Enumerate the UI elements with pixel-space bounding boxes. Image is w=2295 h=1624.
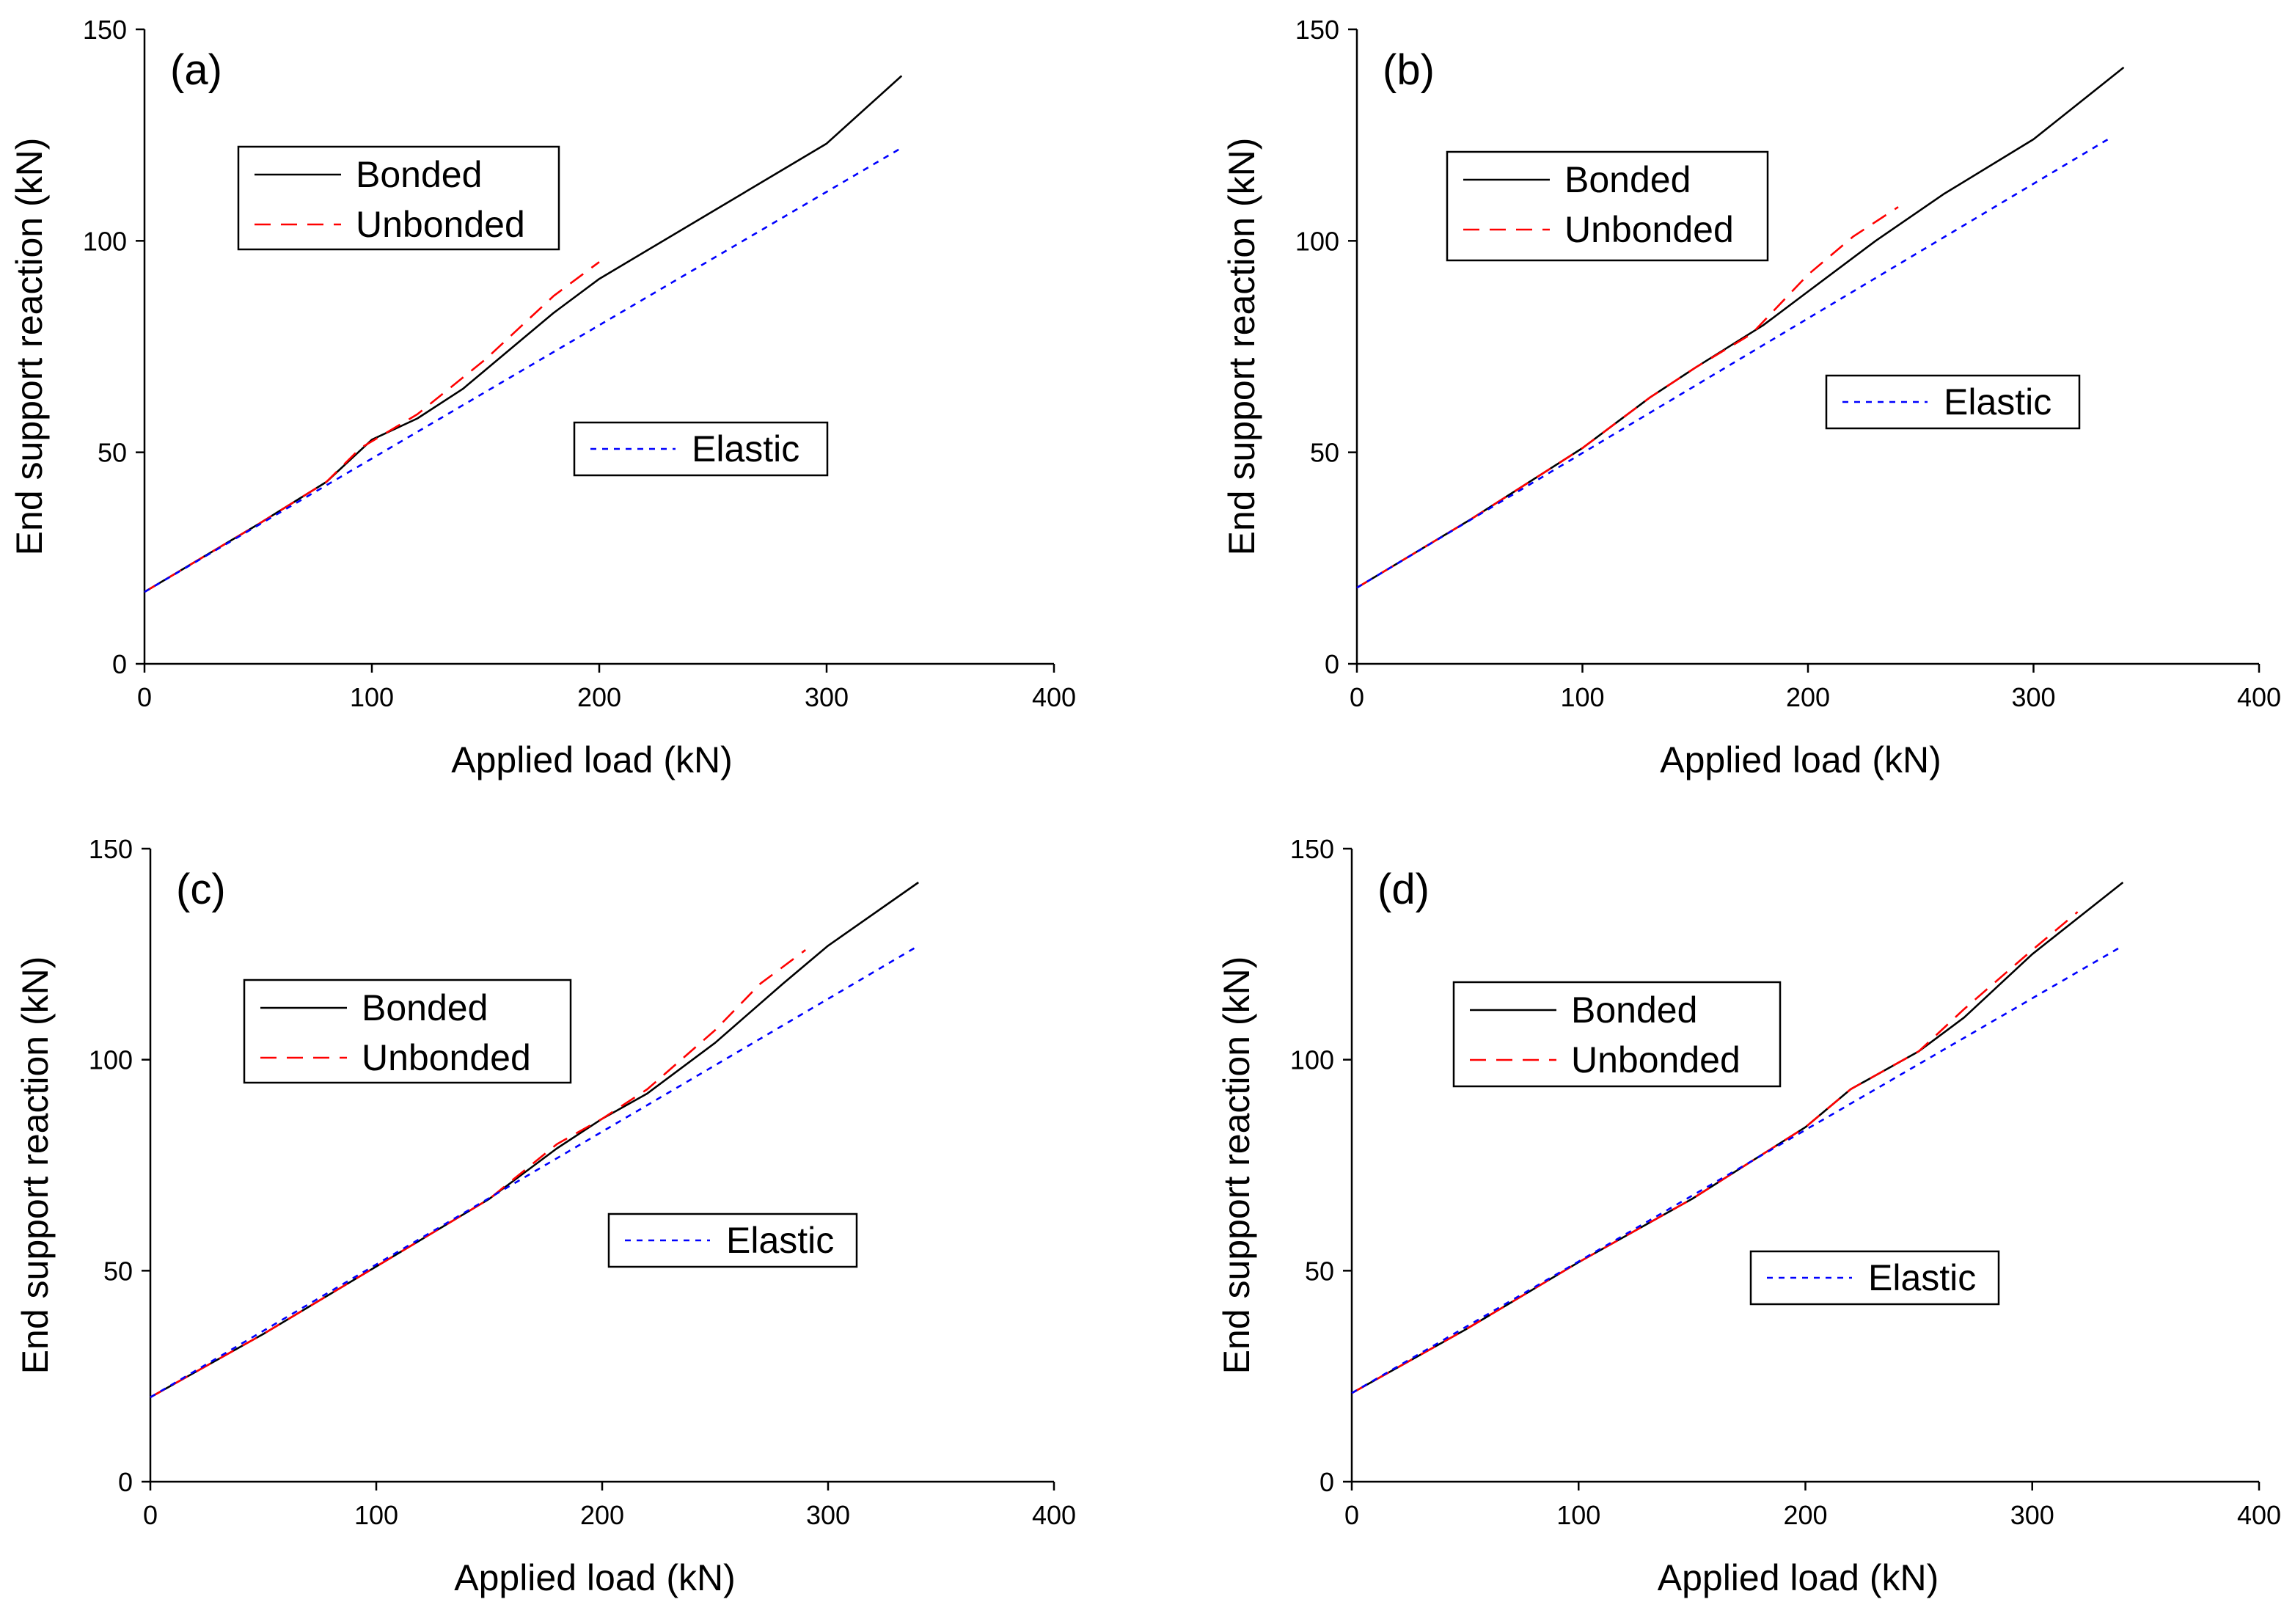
legend-primary: Bonded Unbonded [1446, 150, 1769, 262]
x-axis-title: Applied load (kN) [1660, 739, 1941, 780]
x-tick-label: 300 [805, 682, 849, 712]
legend-label: Unbonded [356, 204, 525, 245]
chart-panel: 0 100 200 300 400 0 50 100 150 Applied load (kN) E… [9, 15, 1076, 780]
x-tick-label: 0 [1350, 682, 1364, 712]
y-axis-title: End support reaction (kN) [9, 138, 50, 556]
x-tick-label: 400 [2237, 682, 2281, 712]
legend-label: Unbonded [1571, 1039, 1741, 1080]
x-tick-label: 200 [577, 682, 621, 712]
y-tick-label: 150 [1290, 834, 1334, 864]
y-tick-label: 0 [112, 649, 127, 679]
y-tick-label: 100 [89, 1045, 133, 1075]
panel-label: (c) [176, 866, 226, 913]
legend-secondary: Elastic [573, 421, 829, 477]
legend-primary: Bonded Unbonded [237, 145, 560, 251]
legend-primary: Bonded Unbonded [243, 979, 572, 1084]
chart-panel: 0 100 200 300 400 0 50 100 150 Applied load (kN) E… [1216, 834, 2281, 1598]
panel-label: (d) [1377, 866, 1430, 913]
y-tick-label: 100 [83, 226, 127, 256]
series-line-bonded [1351, 881, 2124, 1394]
y-tick-label: 150 [89, 834, 133, 864]
chart-panel: 0 100 200 300 400 0 50 100 150 Applied load (kN) E… [1221, 15, 2281, 780]
y-axis-title: End support reaction (kN) [15, 957, 56, 1375]
y-tick-label: 100 [1290, 1045, 1334, 1075]
x-tick-label: 400 [1032, 682, 1076, 712]
series-line-elastic [144, 147, 902, 593]
x-tick-label: 200 [1783, 1500, 1827, 1530]
x-tick-label: 0 [137, 682, 152, 712]
legend-box [237, 145, 560, 251]
y-tick-label: 50 [1310, 438, 1339, 468]
legend-label: Bonded [362, 987, 488, 1028]
series-line-elastic [150, 945, 919, 1399]
series-line-bonded [1356, 66, 2125, 589]
x-tick-label: 100 [1556, 1500, 1600, 1530]
x-tick-label: 0 [143, 1500, 158, 1530]
series-line-bonded [150, 881, 919, 1399]
legend-primary: Bonded Unbonded [1452, 981, 1782, 1088]
legend-box [1446, 150, 1769, 262]
legend-box [1452, 981, 1782, 1088]
legend-label: Elastic [726, 1220, 834, 1261]
y-tick-label: 100 [1295, 226, 1339, 256]
x-tick-label: 300 [806, 1500, 850, 1530]
legend-label: Elastic [692, 428, 799, 469]
legend-secondary: Elastic [1749, 1250, 2000, 1306]
legend-secondary: Elastic [607, 1212, 858, 1268]
x-tick-label: 400 [1032, 1500, 1076, 1530]
y-tick-label: 50 [98, 438, 127, 468]
x-tick-label: 300 [2011, 682, 2055, 712]
series-line-unbonded [1351, 911, 2079, 1394]
x-tick-label: 200 [1786, 682, 1830, 712]
legend-secondary: Elastic [1825, 374, 2081, 430]
legend-label: Unbonded [362, 1037, 531, 1078]
y-tick-label: 0 [1325, 649, 1339, 679]
panel-label: (b) [1383, 46, 1435, 94]
legend-label: Bonded [1571, 990, 1697, 1031]
x-tick-label: 300 [2010, 1500, 2054, 1530]
legend-label: Unbonded [1564, 209, 1734, 250]
series-line-unbonded [144, 261, 600, 593]
x-tick-label: 100 [1560, 682, 1604, 712]
chart-panel: 0 100 200 300 400 0 50 100 150 Applied load (kN) E… [15, 834, 1076, 1598]
legend-label: Elastic [1944, 381, 2051, 423]
x-axis-title: Applied load (kN) [1658, 1557, 1939, 1598]
series-line-elastic [1351, 945, 2124, 1394]
y-tick-label: 150 [83, 15, 127, 45]
legend-label: Bonded [1564, 159, 1691, 200]
x-tick-label: 100 [350, 682, 394, 712]
legend-label: Bonded [356, 154, 482, 195]
series-line-unbonded [1356, 206, 1899, 589]
x-tick-label: 100 [354, 1500, 398, 1530]
series-line-unbonded [150, 949, 806, 1399]
x-tick-label: 0 [1344, 1500, 1359, 1530]
legend-box [573, 421, 829, 477]
y-axis-title: End support reaction (kN) [1216, 957, 1257, 1375]
y-tick-label: 50 [103, 1256, 133, 1286]
legend-label: Elastic [1868, 1257, 1976, 1298]
panel-label: (a) [170, 46, 222, 94]
y-tick-label: 0 [1319, 1467, 1334, 1497]
x-axis-title: Applied load (kN) [454, 1557, 736, 1598]
legend-box [243, 979, 572, 1084]
y-axis-title: End support reaction (kN) [1221, 138, 1262, 556]
x-tick-label: 200 [580, 1500, 624, 1530]
y-tick-label: 0 [118, 1467, 133, 1497]
x-axis-title: Applied load (kN) [451, 739, 733, 780]
y-tick-label: 50 [1305, 1256, 1334, 1286]
series-line-elastic [1356, 138, 2109, 589]
y-tick-label: 150 [1295, 15, 1339, 45]
x-tick-label: 400 [2237, 1500, 2281, 1530]
